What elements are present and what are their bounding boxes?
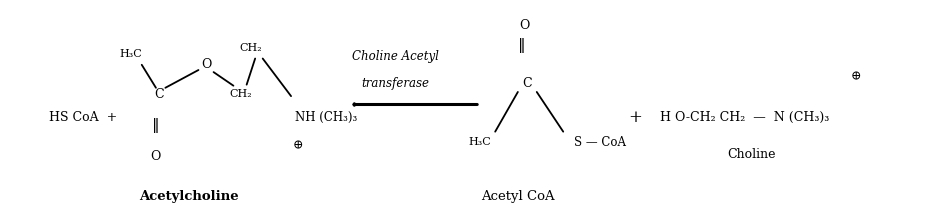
Text: H₃C: H₃C (468, 137, 491, 147)
Text: H O-CH₂ CH₂  —  N (CH₃)₃: H O-CH₂ CH₂ — N (CH₃)₃ (659, 111, 829, 124)
Text: ⊕: ⊕ (850, 71, 861, 84)
Text: Choline: Choline (726, 148, 775, 161)
Text: O: O (519, 19, 529, 32)
Text: HS CoA  +: HS CoA + (49, 111, 117, 124)
Text: ‖: ‖ (152, 118, 160, 133)
Text: NH (CH₃)₃: NH (CH₃)₃ (295, 111, 357, 124)
Text: S — CoA: S — CoA (573, 136, 625, 149)
Text: Acetyl CoA: Acetyl CoA (480, 190, 554, 203)
Text: Choline Acetyl: Choline Acetyl (351, 50, 438, 63)
Text: O: O (201, 58, 211, 71)
Text: Acetylcholine: Acetylcholine (139, 190, 239, 203)
Text: +: + (628, 108, 641, 126)
Text: H₃C: H₃C (119, 49, 142, 59)
Text: C: C (522, 77, 531, 90)
Text: ‖: ‖ (517, 38, 525, 54)
Text: CH₂: CH₂ (239, 43, 261, 53)
Text: O: O (151, 150, 160, 163)
Text: C: C (154, 88, 163, 101)
Text: ⊕: ⊕ (292, 140, 303, 153)
Text: CH₂: CH₂ (229, 89, 252, 99)
Text: transferase: transferase (361, 77, 429, 90)
